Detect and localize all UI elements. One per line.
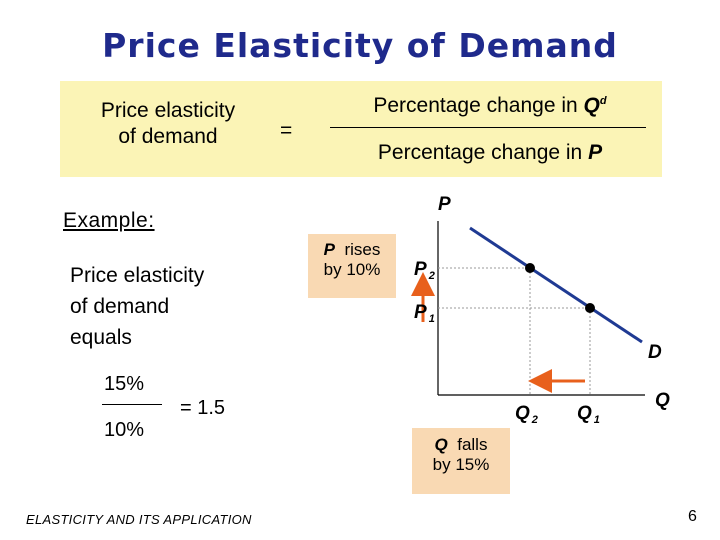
denominator-prefix: Percentage change in xyxy=(377,141,589,164)
y-axis-label: P xyxy=(438,194,451,215)
formula-denominator: Percentage change in P xyxy=(332,141,648,165)
formula-equals: = xyxy=(280,119,293,142)
falls-var: Q xyxy=(434,435,448,454)
formula-box xyxy=(60,81,662,177)
point-p2-q2 xyxy=(525,263,535,273)
curve-label: D xyxy=(648,342,662,363)
example-fraction-line xyxy=(102,404,162,405)
p1-var: P xyxy=(414,302,427,323)
formula-fraction-line xyxy=(330,127,646,128)
formula-left-line1: Price elasticity xyxy=(100,99,236,122)
p1-sub: 1 xyxy=(429,313,435,325)
formula-left: Price elasticity of demand xyxy=(78,98,258,150)
rises-var: P xyxy=(323,240,335,259)
numerator-sup: d xyxy=(599,95,607,107)
quantity-falls-label: Q falls by 15% xyxy=(412,428,510,494)
example-line2: of demand xyxy=(70,295,170,318)
slide-title: Price Elasticity of Demand xyxy=(102,26,618,65)
denominator-var: P xyxy=(588,141,603,164)
example-numerator: 15% xyxy=(104,373,145,395)
price-rises-label: P rises by 10% xyxy=(308,234,396,298)
falls-line2: by 15% xyxy=(432,455,490,474)
numerator-prefix: Percentage change in xyxy=(373,94,584,117)
x-axis-label: Q xyxy=(655,390,670,411)
example-text: Price elasticity of demand equals xyxy=(70,260,204,353)
example-result: = 1.5 xyxy=(180,397,226,419)
p2-sub: 2 xyxy=(428,270,435,282)
demand-curve xyxy=(469,226,643,344)
footer-text: ELASTICITY AND ITS APPLICATION xyxy=(26,512,252,527)
q2-sub: 2 xyxy=(531,414,538,426)
point-p1-q1 xyxy=(585,303,595,313)
p2-var: P xyxy=(414,259,427,280)
q1-sub: 1 xyxy=(594,414,600,426)
example-line1: Price elasticity xyxy=(70,264,205,287)
q2-var: Q xyxy=(515,403,530,424)
falls-text: falls xyxy=(457,435,488,454)
numerator-var: Q xyxy=(583,94,600,117)
q1-var: Q xyxy=(577,403,592,424)
example-denominator: 10% xyxy=(104,419,145,441)
rises-text: rises xyxy=(344,240,381,259)
formula-numerator: Percentage change in Qd xyxy=(332,94,648,118)
page-number: 6 xyxy=(688,508,697,525)
example-line3: equals xyxy=(70,326,132,349)
formula-left-line2: of demand xyxy=(118,125,218,148)
rises-line2: by 10% xyxy=(323,260,381,279)
example-heading: Example: xyxy=(63,209,155,232)
